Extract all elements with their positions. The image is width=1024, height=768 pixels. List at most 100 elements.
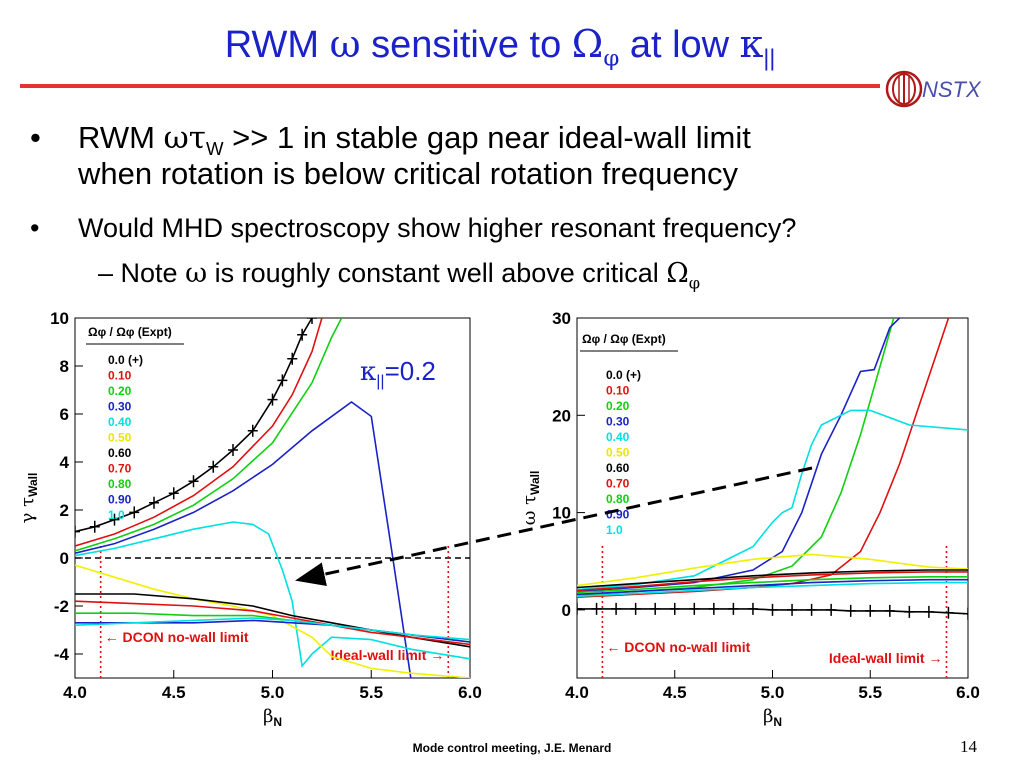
legend-entry: 0.70 <box>606 477 630 491</box>
series-line-0.10 <box>75 318 323 547</box>
data-point <box>845 604 856 617</box>
y-tick-label: 20 <box>552 406 571 425</box>
data-point <box>168 487 179 500</box>
data-point <box>904 605 915 618</box>
series-line-0.20 <box>75 318 343 552</box>
series-line-0.10 <box>577 318 950 598</box>
x-tick-label: 5.5 <box>359 683 383 702</box>
data-point <box>307 318 317 324</box>
legend-entry: 1.0 <box>108 508 125 522</box>
nstx-logo: NSTX <box>885 70 982 108</box>
y-axis-label: γ τWall <box>17 473 40 524</box>
data-point <box>208 460 219 473</box>
page-number: 14 <box>960 737 977 756</box>
data-point <box>297 328 308 341</box>
series-line-1.0 <box>577 581 968 598</box>
x-tick-label: 4.5 <box>663 683 687 702</box>
series-line-0.60 <box>577 569 968 589</box>
legend-entry: 0.10 <box>108 369 132 383</box>
x-axis-label: βN <box>763 706 782 729</box>
data-point <box>826 603 837 616</box>
series-line-0.50 <box>577 553 968 587</box>
legend-entry: 0.20 <box>108 384 132 398</box>
legend-entry: 0.90 <box>108 493 132 507</box>
series-line-0.70 <box>577 571 968 592</box>
legend-title: Ωφ / Ωφ (Expt) <box>582 332 666 346</box>
y-tick-label: -4 <box>54 645 70 664</box>
legend-entry: 0.40 <box>108 415 132 429</box>
data-point <box>247 424 258 437</box>
data-point <box>591 602 602 615</box>
y-tick-label: 10 <box>552 504 571 523</box>
legend-entry: 0.30 <box>606 415 630 429</box>
kappa-annotation: κ||=0.2 <box>360 356 436 390</box>
bullet-1-line-2: when rotation is below critical rotation… <box>78 156 738 191</box>
data-point <box>267 393 278 406</box>
series-line-0.50 <box>75 564 470 678</box>
series-line-0.30 <box>75 401 412 678</box>
legend-entry: 0.50 <box>606 446 630 460</box>
limit-label: ← DCON no-wall limit <box>606 639 750 655</box>
data-point <box>943 606 954 619</box>
bullet-dot: • <box>30 120 41 155</box>
data-point <box>577 602 582 615</box>
data-point <box>708 602 719 615</box>
legend-entry: 0.80 <box>606 492 630 506</box>
data-point <box>787 603 798 616</box>
data-point <box>287 352 298 365</box>
data-point <box>884 604 895 617</box>
legend-entry: 0.20 <box>606 399 630 413</box>
y-tick-label: 6 <box>60 405 69 424</box>
y-tick-label: 10 <box>50 309 69 328</box>
footer-text: Mode control meeting, J.E. Menard <box>412 741 612 755</box>
y-tick-label: 4 <box>60 453 70 472</box>
annotation-arrow <box>295 466 813 586</box>
limit-label: Ideal-wall limit → <box>331 647 445 663</box>
legend-entry: 0.60 <box>606 461 630 475</box>
data-point <box>963 607 968 620</box>
growth-rate-chart: 4.0 4.5 5.0 5.5 6.0 10 8 6 4 2 0 -2 -4 βN γ τWall ← DCO… <box>17 309 482 729</box>
data-point <box>89 520 100 533</box>
legend-entry: 0.70 <box>108 462 132 476</box>
data-point <box>923 605 934 618</box>
legend-entry: 0.30 <box>108 400 132 414</box>
data-point <box>75 525 80 538</box>
series-line-0.40 <box>75 521 470 668</box>
legend-entry: 0.0 (+) <box>606 368 641 382</box>
legend-entry: 1.0 <box>606 523 623 537</box>
data-point <box>630 602 641 615</box>
x-tick-label: 4.0 <box>565 683 589 702</box>
legend-entry: 0.80 <box>108 477 132 491</box>
data-point <box>767 603 778 616</box>
limit-label: ← DCON no-wall limit <box>105 629 249 645</box>
y-tick-label: 30 <box>552 309 571 328</box>
data-point <box>277 374 288 387</box>
y-tick-label: 0 <box>60 549 69 568</box>
data-point <box>669 602 680 615</box>
series-line-0.80 <box>577 575 968 594</box>
limit-label: Ideal-wall limit → <box>829 650 943 666</box>
y-tick-label: 2 <box>60 501 69 520</box>
data-point <box>149 496 159 509</box>
series-line-0.40 <box>577 409 968 591</box>
x-tick-label: 6.0 <box>458 683 482 702</box>
data-point <box>747 602 758 615</box>
legend-entry: 0.50 <box>108 431 132 445</box>
x-tick-label: 5.0 <box>761 683 785 702</box>
data-point <box>689 602 700 615</box>
series-line-1.0 <box>75 617 470 641</box>
data-point <box>188 475 199 488</box>
sub-bullet-1: – Note ω is roughly constant well above … <box>98 258 701 293</box>
x-tick-label: 4.5 <box>162 683 186 702</box>
title-underline <box>20 84 880 88</box>
data-point <box>650 602 661 615</box>
x-tick-label: 6.0 <box>956 683 980 702</box>
x-axis-label: βN <box>263 706 282 729</box>
legend-entry: 0.0 (+) <box>108 353 143 367</box>
data-point <box>806 603 817 616</box>
legend-entry: 0.10 <box>606 384 630 398</box>
x-tick-label: 5.0 <box>261 683 285 702</box>
data-point <box>728 602 739 615</box>
series-line-0.30 <box>577 318 901 593</box>
